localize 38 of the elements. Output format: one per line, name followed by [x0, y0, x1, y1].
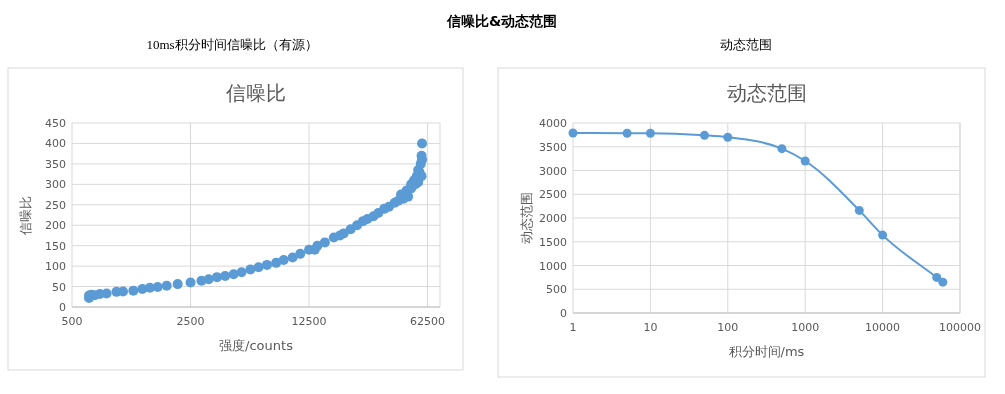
y-tick-label: 50 [52, 280, 66, 294]
y-tick-label: 4000 [539, 117, 567, 130]
x-tick-label: 1000 [791, 321, 820, 334]
y-tick-label: 200 [45, 219, 66, 233]
y-tick-label: 2000 [539, 212, 567, 225]
y-tick-label: 450 [45, 117, 66, 130]
x-tick-label: 10 [643, 321, 658, 334]
chart-subtitle: 10ms积分时间信噪比（有源） [146, 37, 318, 52]
x-tick-label: 62500 [410, 315, 446, 328]
y-tick-label: 350 [45, 157, 66, 171]
x-axis-title: 强度/counts [219, 338, 294, 353]
x-tick-label: 10000 [865, 321, 901, 334]
y-tick-label: 0 [59, 301, 66, 314]
y-axis-title: 动态范围 [519, 192, 534, 244]
y-axis-title: 信噪比 [18, 195, 33, 235]
y-tick-label: 300 [45, 178, 66, 192]
y-tick-label: 3000 [539, 164, 567, 178]
chart-title: 动态范围 [726, 82, 807, 104]
x-tick-label: 100000 [939, 321, 981, 334]
x-axis-title: 积分时间/ms [728, 344, 805, 359]
y-tick-label: 1000 [539, 259, 567, 273]
y-tick-label: 0 [560, 307, 567, 320]
chart-subtitle: 动态范围 [720, 37, 772, 52]
y-tick-label: 150 [45, 239, 66, 253]
y-tick-label: 500 [546, 283, 567, 297]
x-tick-label: 500 [61, 315, 83, 328]
chart-title: 信噪比 [226, 82, 286, 104]
x-tick-label: 12500 [291, 315, 327, 328]
y-tick-label: 3500 [539, 140, 567, 154]
x-tick-label: 1 [569, 321, 577, 334]
x-tick-label: 2500 [176, 315, 205, 328]
y-tick-label: 2500 [539, 188, 567, 202]
x-tick-label: 100 [717, 321, 739, 334]
y-tick-label: 250 [45, 198, 66, 212]
y-tick-label: 400 [45, 137, 66, 151]
text: 信噪比&动态范围 [445, 13, 558, 29]
y-tick-label: 100 [45, 260, 66, 274]
y-tick-label: 1500 [539, 235, 567, 249]
